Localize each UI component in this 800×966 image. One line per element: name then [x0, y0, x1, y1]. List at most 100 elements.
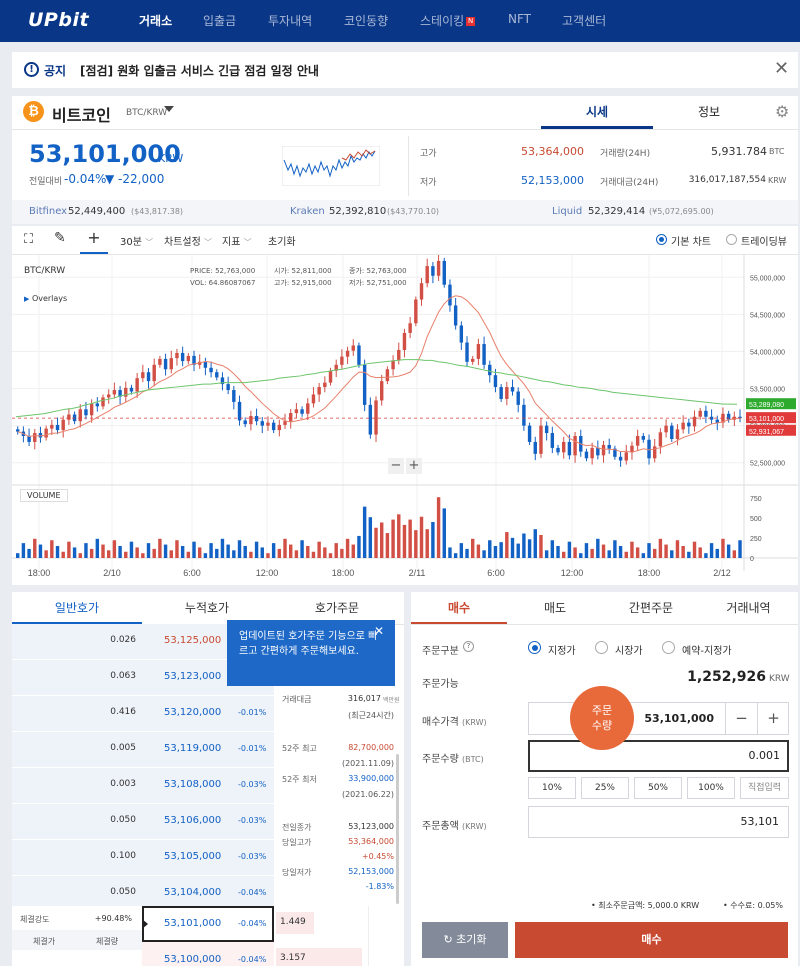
chart-settings-select[interactable]: 차트설정 ﹀: [164, 233, 212, 248]
ask-row[interactable]: 0.063 53,123,000: [12, 660, 404, 696]
ask-qty: 0.003: [110, 779, 136, 789]
ask-row[interactable]: 0.100 53,105,000 -0.03%: [12, 840, 404, 876]
qty-input-value: 0.001: [748, 749, 781, 762]
close-icon[interactable]: ✕: [774, 58, 790, 79]
bubble-line2: 수량: [591, 719, 613, 732]
ask-row[interactable]: 0.003 53,108,000 -0.03%: [12, 768, 404, 804]
volume-bar: [146, 543, 151, 558]
volume-bar: [362, 506, 367, 558]
indicator-select[interactable]: 지표 ﹀: [222, 233, 252, 248]
volume-bar: [306, 546, 310, 558]
price-flag: [746, 412, 796, 424]
zoom-out-button[interactable]: −: [388, 458, 404, 474]
pct-25-button[interactable]: 25%: [581, 777, 629, 799]
interval-select[interactable]: 30분 ﹀: [120, 233, 153, 248]
basic-chart-label[interactable]: 기본 차트: [671, 237, 711, 248]
tab-cumulative-orderbook[interactable]: 누적호가: [184, 601, 230, 615]
candle-body: [317, 387, 321, 395]
nav-item-nft[interactable]: NFT: [508, 12, 531, 26]
ask-row[interactable]: 0.050 53,106,000 -0.03%: [12, 804, 404, 840]
nav-item-exchange[interactable]: 거래소: [139, 14, 173, 28]
y-tick-label: 55,000,000: [750, 275, 785, 282]
tab-sell[interactable]: 매도: [543, 601, 567, 615]
notice-text[interactable]: [점검] 원화 입출금 서비스 긴급 점검 일정 안내: [80, 64, 319, 78]
reset-button[interactable]: ↻ 초기화: [422, 922, 508, 958]
candle-body: [357, 345, 361, 365]
ask-row[interactable]: 0.416 53,120,000 -0.01%: [12, 696, 404, 732]
overlays-toggle[interactable]: ▶ Overlays: [24, 294, 67, 303]
chart-reset-button[interactable]: 초기화: [268, 237, 296, 248]
candle-body: [249, 416, 253, 425]
current-price-row[interactable]: 53,101,000 -0.04%: [142, 906, 274, 942]
radio-limit[interactable]: [528, 641, 541, 654]
zoom-in-button[interactable]: +: [406, 458, 422, 474]
tab-quote[interactable]: 시세: [585, 105, 609, 119]
order-type-limit[interactable]: 지정가: [548, 646, 576, 657]
stat-value: 316,017: [347, 694, 381, 703]
candle-body: [510, 387, 515, 392]
coin-select-chevron-icon[interactable]: [164, 106, 174, 112]
candle-body: [738, 416, 742, 419]
order-type-reserve[interactable]: 예약-지정가: [682, 646, 732, 657]
bid-row[interactable]: 53,100,000 -0.04%: [142, 942, 274, 966]
nav-item-investments[interactable]: 투자내역: [268, 14, 313, 28]
pencil-icon[interactable]: ✎: [54, 230, 66, 246]
candle-body: [607, 444, 611, 449]
radio-basic-chart[interactable]: [656, 234, 667, 245]
tab-general-orderbook[interactable]: 일반호가: [54, 601, 100, 615]
candlestick-chart[interactable]: 55,000,000 54,500,000 54,000,000 53,500,000…: [12, 255, 798, 585]
radio-tradingview[interactable]: [726, 234, 737, 245]
nav-item-deposit[interactable]: 입출금: [203, 14, 237, 28]
qty-input[interactable]: 0.001: [528, 740, 789, 772]
pct-50-button[interactable]: 50%: [634, 777, 682, 799]
direct-input-button[interactable]: 직접입력: [740, 777, 789, 799]
fullscreen-icon[interactable]: ⛶: [24, 232, 34, 247]
price-increase-button[interactable]: +: [767, 709, 780, 727]
candle-body: [584, 451, 589, 459]
tradingview-label[interactable]: 트레이딩뷰: [741, 237, 787, 248]
volume-bar: [482, 550, 486, 558]
strength-label: 체결강도: [20, 915, 50, 924]
tab-trade-history[interactable]: 거래내역: [726, 601, 771, 615]
nav-item-staking[interactable]: 스테이킹 N: [420, 12, 476, 29]
nav-item-coin-trends[interactable]: 코인동향: [344, 14, 389, 28]
reset-label: 초기화: [456, 933, 487, 946]
candle-body: [368, 404, 373, 435]
tab-simple-order[interactable]: 간편주문: [628, 601, 674, 615]
low-label: 저가: [420, 178, 437, 188]
play-icon: ▶: [24, 295, 30, 303]
notice-bar[interactable]: ! 공지 [점검] 원화 입출금 서비스 긴급 점검 일정 안내 ✕: [12, 52, 798, 88]
volume-bar: [448, 547, 452, 558]
gear-icon[interactable]: ⚙: [775, 102, 790, 121]
candle-body: [726, 413, 731, 420]
pct-10-button[interactable]: 10%: [528, 777, 576, 799]
candle-body: [499, 387, 503, 399]
help-icon[interactable]: ?: [463, 641, 474, 652]
radio-market[interactable]: [595, 641, 608, 654]
order-type-market[interactable]: 시장가: [615, 646, 643, 657]
radio-reserve[interactable]: [662, 641, 675, 654]
candle-body: [351, 345, 355, 351]
candle-body: [345, 350, 350, 357]
total-input[interactable]: 53,101: [528, 806, 789, 838]
volume-bar: [402, 524, 407, 558]
tab-info[interactable]: 정보: [697, 105, 721, 119]
price-input[interactable]: 53,101,000: [644, 712, 714, 725]
crosshair-icon[interactable]: +: [80, 228, 108, 254]
ask-qty: 0.416: [110, 707, 136, 717]
volume-bar: [266, 553, 270, 558]
scrollbar[interactable]: [396, 754, 399, 904]
upbit-logo[interactable]: UPbit: [28, 9, 90, 31]
nav-item-support[interactable]: 고객센터: [562, 14, 607, 28]
ask-row[interactable]: 0.005 53,119,000 -0.01%: [12, 732, 404, 768]
candle-body: [465, 342, 469, 362]
volume-bar: [635, 547, 640, 558]
tab-buy[interactable]: 매수: [447, 601, 471, 615]
pct-100-button[interactable]: 100%: [687, 777, 735, 799]
buy-button[interactable]: 매수: [515, 922, 788, 958]
exchange-name: Kraken: [290, 206, 325, 217]
price-decrease-button[interactable]: −: [735, 709, 748, 727]
candle-body: [385, 369, 390, 382]
tab-orderbook-order[interactable]: 호가주문: [314, 601, 360, 615]
close-icon[interactable]: ✕: [374, 624, 385, 638]
